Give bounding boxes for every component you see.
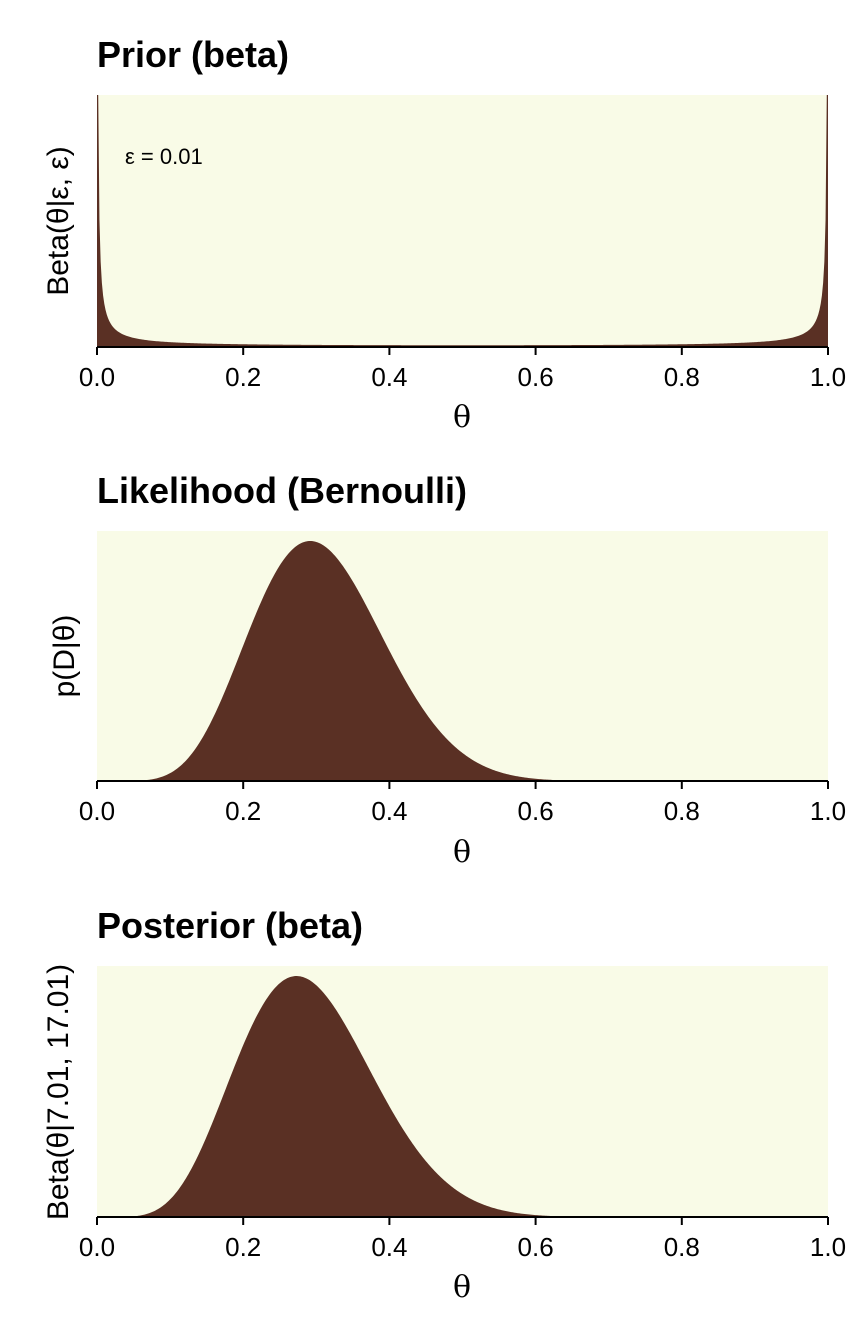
x-tick-label: 1.0: [810, 1232, 846, 1262]
prior-x-ticks: 0.0 0.2 0.4 0.6 0.8 1.0: [79, 347, 846, 392]
density-area: [97, 976, 828, 1217]
likelihood-title: Likelihood (Bernoulli): [97, 470, 467, 511]
x-tick-label: 0.6: [518, 362, 554, 392]
prior-y-label: Beta(θ|ε, ε): [42, 146, 75, 296]
likelihood-panel: Likelihood (Bernoulli) 0.0 0.2 0.4 0.6 0.8 1.…: [48, 470, 846, 870]
x-tick-label: 0.8: [664, 1232, 700, 1262]
prior-title: Prior (beta): [97, 34, 289, 75]
x-tick-label: 0.4: [371, 362, 407, 392]
x-tick-label: 0.2: [225, 1232, 261, 1262]
x-tick-label: 0.0: [79, 796, 115, 826]
x-tick-label: 0.0: [79, 362, 115, 392]
posterior-y-label: Beta(θ|7.01, 17.01): [42, 964, 75, 1220]
posterior-x-ticks: 0.0 0.2 0.4 0.6 0.8 1.0: [79, 1217, 846, 1262]
x-tick-label: 0.4: [371, 796, 407, 826]
prior-epsilon-annotation: ε = 0.01: [125, 144, 203, 169]
posterior-title: Posterior (beta): [97, 905, 363, 946]
prior-x-label: θ: [453, 400, 471, 435]
x-tick-label: 0.6: [518, 1232, 554, 1262]
x-tick-label: 0.8: [664, 796, 700, 826]
x-tick-label: 0.0: [79, 1232, 115, 1262]
prior-plot-background: [97, 95, 828, 347]
posterior-x-label: θ: [453, 1270, 471, 1305]
posterior-panel: Posterior (beta) 0.0 0.2 0.4 0.6 0.8 1.0 θ Be…: [42, 905, 846, 1305]
likelihood-x-label: θ: [453, 835, 471, 870]
posterior-density-layer: [97, 976, 828, 1217]
prior-panel: Prior (beta) 0.0 0.2 0.4 0.6 0.8 1.0 θ Beta(θ…: [42, 34, 846, 435]
likelihood-density-layer: [97, 541, 828, 781]
x-tick-label: 0.6: [518, 796, 554, 826]
x-tick-label: 0.4: [371, 1232, 407, 1262]
density-area: [97, 541, 828, 781]
x-tick-label: 0.2: [225, 796, 261, 826]
x-tick-label: 1.0: [810, 362, 846, 392]
x-tick-label: 0.8: [664, 362, 700, 392]
x-tick-label: 0.2: [225, 362, 261, 392]
likelihood-x-ticks: 0.0 0.2 0.4 0.6 0.8 1.0: [79, 781, 846, 826]
x-tick-label: 1.0: [810, 796, 846, 826]
likelihood-y-label: p(D|θ): [48, 615, 81, 698]
